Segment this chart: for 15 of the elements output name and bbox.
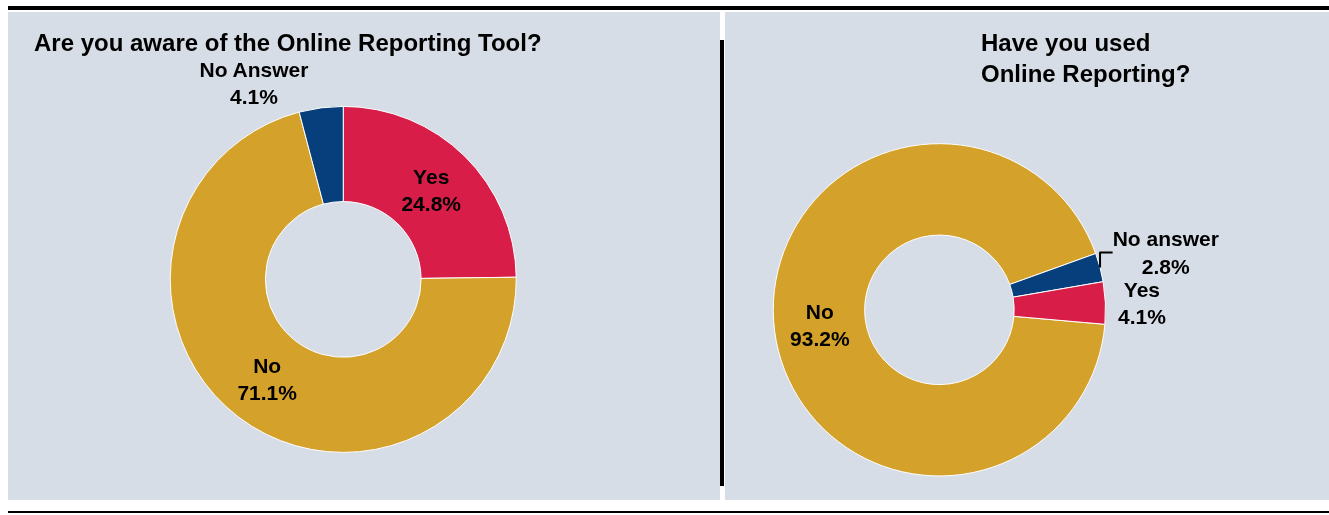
data-label: 24.8%: [401, 192, 462, 216]
chart-title: Are you aware of the Online Reporting Tool?: [34, 29, 542, 56]
data-label: 2.8%: [1141, 254, 1190, 278]
slice-label: No Answer: [199, 57, 309, 81]
slice-label: Yes: [1123, 277, 1161, 301]
data-label: 4.1%: [230, 85, 279, 109]
data-label: 71.1%: [237, 381, 298, 405]
data-label: 93.2%: [790, 327, 850, 351]
slice-label: Yes: [413, 165, 450, 189]
chart-title: Have you used Online Reporting?: [981, 29, 1191, 88]
donut-slice: [772, 143, 1106, 477]
slice-label: No: [253, 354, 282, 378]
slice-label: No answer: [1112, 227, 1219, 251]
data-label: 4.1%: [1117, 305, 1167, 329]
slice-label: No: [805, 300, 834, 324]
